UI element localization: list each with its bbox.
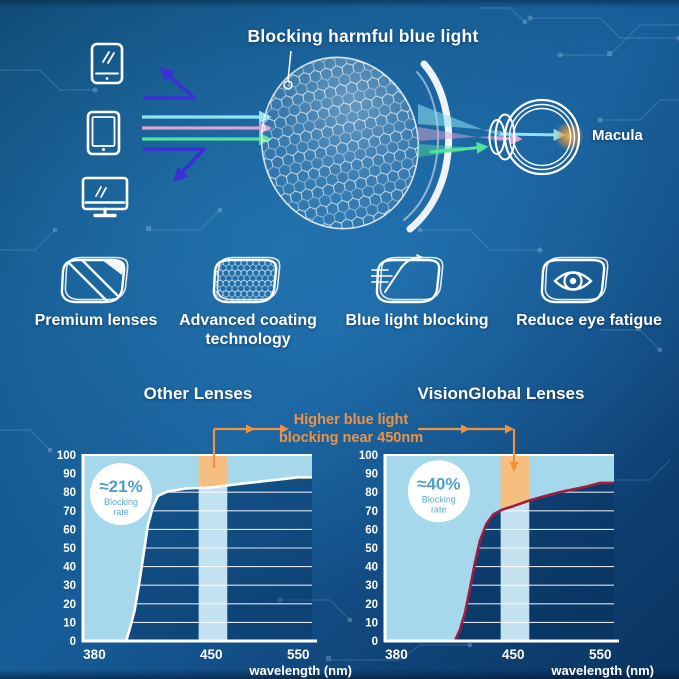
other-lenses-transmission-curve: [124, 476, 312, 642]
visionglobal-lenses-xtick-450: 450: [502, 647, 525, 662]
visionglobal-lenses-xlabel: wavelength (nm): [550, 663, 654, 678]
other-lenses-ytick-20: 20: [63, 599, 76, 611]
coating-lens-icon: [212, 256, 281, 304]
other-lenses-badge-value: ≈21%: [99, 477, 142, 496]
visionglobal-lenses-ytick-90: 90: [365, 469, 378, 481]
title-leader-line: [287, 50, 292, 81]
hero-title: Blocking harmful blue light: [247, 26, 479, 46]
eye-fatigue-lens-icon: [540, 256, 609, 304]
other-lenses-ytick-0: 0: [70, 636, 76, 648]
chart-title-other-lenses: Other Lenses: [143, 384, 253, 403]
leader-dot: [283, 80, 293, 90]
visionglobal-lenses-badge-label-2: rate: [431, 504, 447, 514]
other-lenses-ytick-80: 80: [63, 487, 76, 499]
visionglobal-lenses-badge-value: ≈40%: [417, 474, 460, 493]
visionglobal-lenses-ytick-10: 10: [365, 617, 378, 629]
annotation-higher-blocking: Higher blue light blocking near 450nm: [258, 411, 444, 447]
hero-illustration: [81, 42, 584, 233]
feature-label-premium-lenses: Premium lenses: [34, 312, 158, 329]
other-lenses-badge-label-1: Blocking: [104, 497, 138, 507]
macula-label: Macula: [592, 127, 643, 144]
transmitted-beams: [418, 104, 566, 157]
visionglobal-lenses-ytick-100: 100: [359, 450, 378, 462]
tablet-icon: [86, 110, 121, 156]
other-lenses-xtick-450: 450: [200, 647, 223, 662]
feature-label-blue-light-blocking: Blue light blocking: [345, 312, 489, 329]
visionglobal-lenses-band-block-highlight: [500, 455, 530, 511]
coated-lens: [260, 50, 453, 233]
other-lenses-ytick-100: 100: [57, 450, 76, 462]
other-lenses-ytick-70: 70: [63, 506, 76, 518]
other-lenses-badge-label-2: rate: [113, 507, 129, 517]
visionglobal-lenses-blocking-rate-badge: [407, 460, 470, 523]
annotation-line-1: Higher blue light: [293, 412, 409, 428]
other-lenses-xlabel: wavelength (nm): [248, 663, 352, 678]
monitor-icon: [81, 176, 129, 218]
other-lenses-ytick-90: 90: [63, 469, 76, 481]
other-lenses-band-block-highlight: [198, 455, 228, 488]
eye-diagram: [488, 98, 584, 176]
other-lenses-ytick-30: 30: [63, 580, 76, 592]
other-lenses-ytick-50: 50: [63, 543, 76, 555]
premium-lens-icon: [60, 256, 129, 304]
visionglobal-lenses-ytick-70: 70: [365, 506, 378, 518]
visionglobal-lenses-xtick-380: 380: [385, 647, 408, 662]
blue-light-lens-icon: [371, 254, 444, 304]
visionglobal-lenses-ytick-50: 50: [365, 543, 378, 555]
other-lenses-xtick-550: 550: [287, 647, 310, 662]
reflected-blue-ray-bottom: [143, 147, 206, 183]
chart-visionglobal-lenses: ≈40% Blocking rate 0 10 20 30 40 50 60 70 80 90 100 38…: [350, 447, 662, 679]
chart-title-visionglobal-lenses: VisionGlobal Lenses: [417, 384, 585, 403]
feature-label-reduce-eye-fatigue: Reduce eye fatigue: [516, 312, 662, 329]
macula-glow: [554, 121, 584, 151]
other-lenses-ytick-60: 60: [63, 524, 76, 536]
other-lenses-xtick-380: 380: [83, 647, 106, 662]
smartphone-icon: [90, 42, 124, 85]
other-lenses-ytick-10: 10: [63, 617, 76, 629]
visionglobal-lenses-ytick-40: 40: [365, 562, 378, 574]
visionglobal-lenses-transmission-curve: [453, 481, 614, 642]
visionglobal-lenses-ytick-20: 20: [365, 599, 378, 611]
visionglobal-lenses-ytick-60: 60: [365, 524, 378, 536]
visionglobal-lenses-ytick-0: 0: [372, 636, 378, 648]
feature-label-advanced-coating: Advanced coating technology: [179, 312, 317, 348]
cyan-ray-to-macula: [499, 128, 566, 141]
cornea: [488, 119, 506, 155]
other-lenses-ytick-40: 40: [63, 562, 76, 574]
annotation-line-2: blocking near 450nm: [278, 430, 424, 446]
visionglobal-lenses-ytick-30: 30: [365, 580, 378, 592]
chart-other-lenses: ≈21% Blocking rate 0 10 20 30 40 50 60 70 80 90 100 38…: [48, 447, 360, 679]
reflected-blue-ray-top: [143, 67, 196, 100]
visionglobal-lenses-xtick-550: 550: [589, 647, 612, 662]
lens-rim: [406, 60, 453, 233]
visionglobal-lenses-ytick-80: 80: [365, 487, 378, 499]
green-ray-filtered: [429, 141, 489, 154]
visionglobal-lenses-badge-label-1: Blocking: [422, 494, 456, 504]
other-lenses-blocking-rate-badge: [90, 463, 153, 526]
